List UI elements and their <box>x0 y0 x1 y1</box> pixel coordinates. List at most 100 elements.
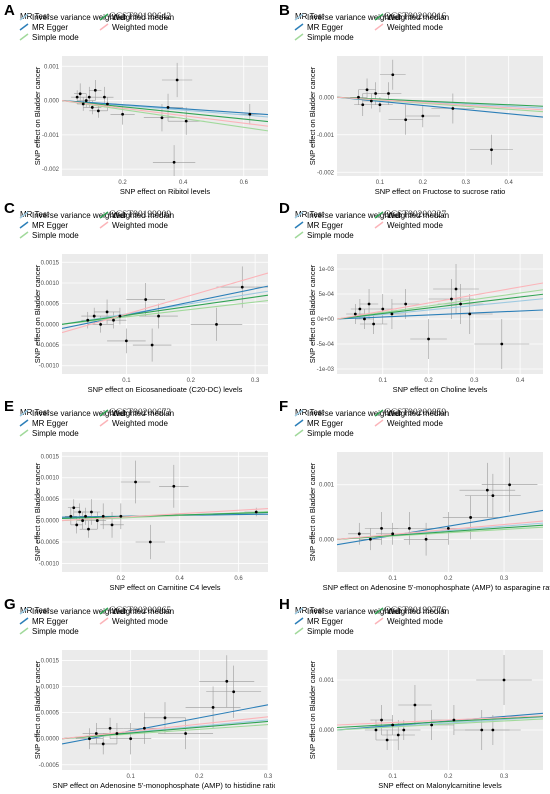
snp-point <box>451 107 455 110</box>
x-tick-label: 0.4 <box>176 576 185 582</box>
y-tick-label: -0.0005 <box>39 763 60 769</box>
snp-point <box>485 488 489 492</box>
y-tick-label: 0.0005 <box>41 711 60 717</box>
x-tick-label: 0.4 <box>504 180 513 186</box>
y-tick-label: -0.0005 <box>39 540 60 546</box>
snp-point <box>115 732 119 735</box>
snp-point <box>225 679 229 683</box>
x-tick-label: 0.1 <box>389 576 398 582</box>
legend-label: Weighted median <box>387 13 449 22</box>
x-tick-label: 0.1 <box>379 378 388 384</box>
y-tick-label: 0.0000 <box>41 322 60 328</box>
snp-point <box>95 519 99 522</box>
mr-line-weighted-mode <box>337 715 543 726</box>
snp-point <box>372 322 376 326</box>
snp-point <box>112 318 115 322</box>
legend-label: Inverse variance weighted <box>32 211 125 220</box>
snp-point <box>380 526 383 530</box>
snp-point <box>106 102 109 106</box>
snp-point <box>211 705 215 709</box>
snp-point <box>75 523 79 527</box>
snp-point <box>374 728 378 732</box>
legend-label: Weighted median <box>387 409 449 418</box>
snp-point <box>357 532 361 536</box>
panel-e: E GCST90200673 MR Test Inverse variance wei… <box>0 396 275 594</box>
snp-point <box>110 523 114 527</box>
mr-line-simple-mode <box>62 100 268 132</box>
x-tick-label: 0.3 <box>470 378 479 384</box>
chart-title: GCST90199909 <box>109 210 172 220</box>
x-axis-label: SNP effect on Adenosine 5'-monophosphate… <box>52 781 275 790</box>
chart-title: GCST90199642 <box>109 12 172 22</box>
x-axis-label: SNP effect on Choline levels <box>393 385 488 394</box>
snp-point <box>118 314 122 318</box>
legend-key <box>374 13 384 21</box>
mr-line-weighted-median <box>62 720 268 740</box>
y-tick-label: 0.001 <box>44 64 60 70</box>
snp-point <box>374 92 378 95</box>
legend-key <box>99 13 109 21</box>
panel-letter: C <box>4 200 15 217</box>
legend-label: Simple mode <box>307 429 354 438</box>
legend-label: Inverse variance weighted <box>32 13 125 22</box>
snp-point <box>240 285 244 289</box>
x-tick-label: 0.2 <box>187 378 196 384</box>
legend-key <box>19 231 29 239</box>
snp-point <box>404 302 408 306</box>
mr-line-weighted-mode <box>62 508 268 522</box>
y-tick-label: -0.002 <box>42 167 60 173</box>
snp-point <box>93 88 97 92</box>
snp-point <box>184 732 188 735</box>
y-tick-label: 0.0010 <box>41 476 60 482</box>
y-tick-label: 0.0015 <box>41 658 60 664</box>
legend-key <box>19 13 29 21</box>
mr-line-weighted-mode <box>62 100 268 127</box>
y-tick-label: -1e-03 <box>317 367 335 373</box>
snp-point <box>427 337 430 341</box>
panel-g: G GCST90200865 MR Test Inverse variance wei… <box>0 594 275 792</box>
mr-line-weighted-mode <box>337 96 543 111</box>
snp-point <box>87 95 91 99</box>
legend-key <box>19 429 29 437</box>
legend-key <box>374 221 384 229</box>
snp-point <box>363 317 366 321</box>
y-axis-label: SNP effect on Bladder cancer <box>33 66 42 165</box>
snp-point <box>365 88 369 92</box>
x-tick-label: 0.1 <box>389 774 398 780</box>
snp-point <box>421 114 425 118</box>
panel-letter: E <box>4 398 15 415</box>
legend-title: MR Test <box>20 408 50 417</box>
snp-point <box>361 103 365 107</box>
snp-point <box>248 112 252 116</box>
legend-label: Weighted mode <box>112 23 168 32</box>
legend-label: MR Egger <box>32 221 68 230</box>
y-tick-label: -0.001 <box>42 133 60 139</box>
legend-key <box>99 409 109 417</box>
y-axis-label: SNP effect on Bladder cancer <box>308 264 317 363</box>
chart-title: GCST90199776 <box>384 606 447 616</box>
y-tick-label: -0.0010 <box>39 561 60 567</box>
snp-point <box>90 106 94 109</box>
legend-label: Weighted median <box>112 409 174 418</box>
snp-point <box>508 483 511 487</box>
snp-point <box>446 526 450 530</box>
y-tick-label: -0.001 <box>317 133 335 139</box>
snp-point <box>69 514 73 518</box>
mr-line-inverse-variance-weighted <box>337 298 543 320</box>
y-tick-label: -0.0010 <box>39 364 60 370</box>
snp-point <box>215 322 218 326</box>
legend-key <box>19 23 29 31</box>
snp-point <box>469 516 473 519</box>
mr-line-weighted-mode <box>337 282 543 320</box>
snp-point <box>172 160 176 164</box>
snp-point <box>121 112 124 116</box>
snp-point <box>105 310 109 314</box>
chart-title: GCST90200327 <box>384 210 447 220</box>
snp-point <box>390 312 394 316</box>
y-axis-label: SNP effect on Bladder cancer <box>33 660 42 759</box>
legend-key <box>294 429 304 437</box>
legend-title: MR Test <box>295 210 325 219</box>
